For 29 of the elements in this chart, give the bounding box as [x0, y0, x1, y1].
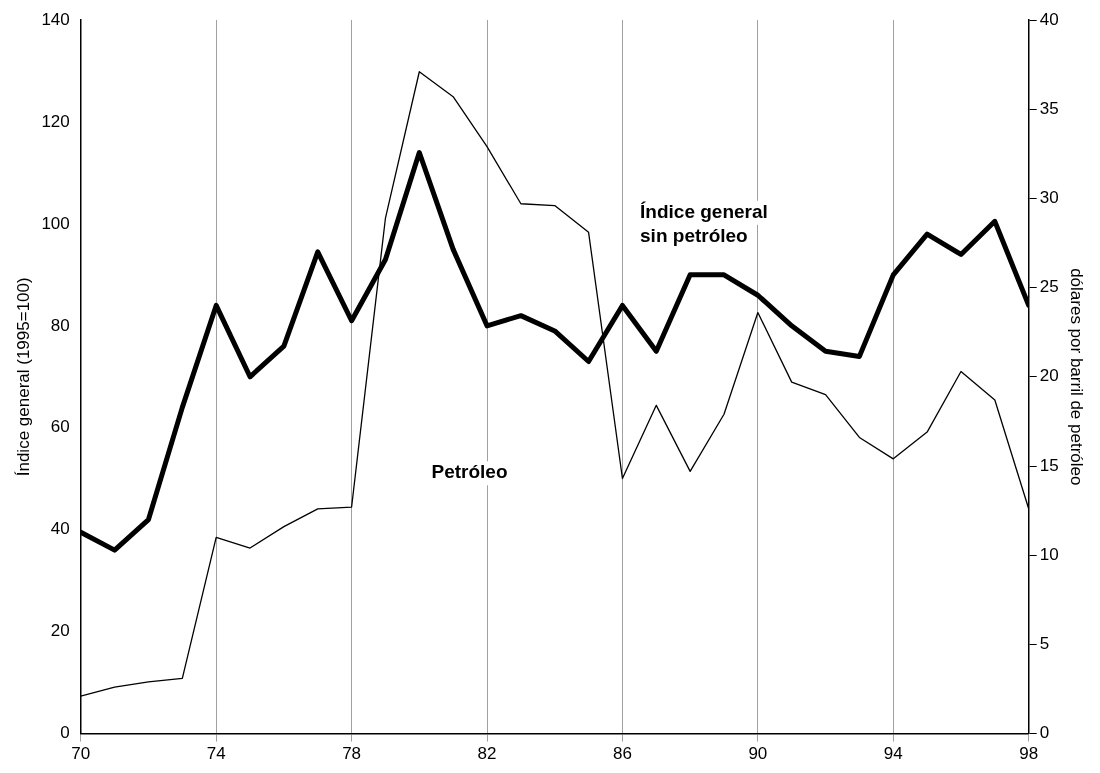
x-tick-label: 98 — [1019, 744, 1039, 764]
y-tick-label: 20 — [50, 621, 70, 641]
y-tick-label: 0 — [60, 723, 70, 743]
y2-axis-title: dólares por barril de petróleo — [1067, 268, 1087, 486]
y2-tick-label: 5 — [1039, 634, 1050, 654]
y-tick-label: 140 — [41, 9, 70, 29]
y-tick-label: 80 — [50, 315, 70, 335]
y2-tick-label: 10 — [1039, 544, 1059, 564]
y-tick-label: 60 — [50, 417, 70, 437]
x-tick-label: 90 — [748, 744, 768, 764]
y2-tick-label: 15 — [1039, 455, 1059, 475]
x-tick-label: 74 — [206, 744, 226, 764]
x-tick-label: 94 — [883, 744, 903, 764]
y-tick-label: 40 — [50, 519, 70, 539]
y2-tick-label: 0 — [1039, 723, 1050, 743]
y-axis-title: Índice general (1995=100) — [13, 277, 33, 477]
y2-tick-label: 40 — [1039, 9, 1059, 29]
y2-tick-label: 20 — [1039, 366, 1059, 386]
y2-tick-label: 30 — [1039, 188, 1059, 208]
x-tick-label: 70 — [71, 744, 91, 764]
x-tick-label: 78 — [342, 744, 362, 764]
y-tick-label: 120 — [41, 111, 70, 131]
x-tick-label: 86 — [612, 744, 632, 764]
annotation: Índice general sin petróleo — [640, 200, 768, 246]
y-tick-label: 100 — [41, 213, 70, 233]
y2-tick-label: 35 — [1039, 98, 1059, 118]
y2-tick-label: 25 — [1039, 277, 1059, 297]
x-tick-label: 82 — [477, 744, 497, 764]
annotation: Petróleo — [431, 461, 508, 483]
